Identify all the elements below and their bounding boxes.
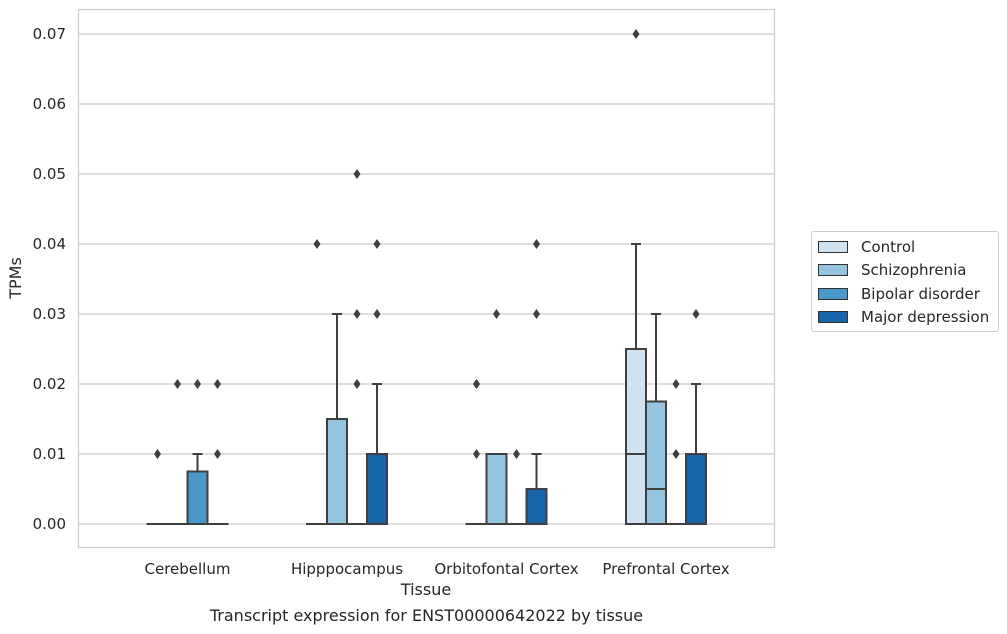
legend-swatch [818, 264, 848, 277]
y-tick-label: 0.06 [33, 95, 66, 113]
legend-item: Control [812, 235, 998, 259]
outlier-marker [672, 449, 680, 459]
legend-item: Bipolar disorder [812, 282, 998, 306]
box-rect [685, 453, 707, 525]
outlier-marker [493, 309, 500, 319]
outlier-marker [154, 449, 161, 459]
legend-swatch [818, 240, 848, 253]
x-tick-label: Cerebellum [145, 560, 231, 578]
outlier-marker [174, 379, 181, 389]
outlier-marker [533, 239, 540, 249]
y-tick-label: 0.02 [33, 375, 66, 393]
outlier-marker [692, 309, 700, 319]
outlier-marker [214, 379, 221, 389]
box-major-depression [685, 383, 707, 525]
legend-label: Bipolar disorder [861, 284, 980, 303]
plot-area-frame [77, 8, 776, 549]
box-schizophrenia [645, 313, 667, 525]
legend-swatch [818, 311, 848, 324]
y-tick-label: 0.04 [33, 235, 66, 253]
outlier-marker [632, 29, 640, 39]
box-major-depression [366, 383, 388, 525]
outlier-marker [313, 239, 321, 249]
x-tick-label: Hipppocampus [291, 560, 403, 578]
box-rect [645, 400, 667, 525]
box-rect [186, 470, 209, 525]
legend-swatch [818, 287, 848, 300]
box-series [146, 243, 707, 526]
legend: Control Schizophrenia Bipolar disorder Majo… [811, 231, 999, 332]
outlier-marker [214, 449, 221, 459]
outlier-marker [353, 309, 361, 319]
outlier-marker [672, 379, 680, 389]
outlier-marker [373, 309, 381, 319]
box-schizophrenia [326, 313, 348, 525]
y-axis-title: TPMs [6, 257, 25, 300]
outlier-marker [373, 239, 381, 249]
box-rect [366, 453, 388, 525]
y-tick-label: 0.07 [33, 25, 66, 43]
legend-item: Major depression [812, 306, 998, 330]
box-rect [485, 453, 508, 525]
box-rect [525, 488, 548, 525]
box-bipolar-disorder [186, 453, 209, 525]
outlier-marker [473, 449, 480, 459]
y-tick-label: 0.01 [33, 445, 66, 463]
outlier-marker [353, 379, 361, 389]
y-tick-label: 0.05 [33, 165, 66, 183]
y-tick-labels: 0.00 0.01 0.02 0.03 0.04 0.05 0.06 0.07 [33, 25, 66, 533]
legend-item: Schizophrenia [812, 259, 998, 283]
outlier-marker [513, 449, 520, 459]
y-tick-label: 0.00 [33, 515, 66, 533]
x-tick-label: Prefrontal Cortex [602, 560, 729, 578]
y-tick-label: 0.03 [33, 305, 66, 323]
outlier-marker [473, 379, 480, 389]
legend-label: Schizophrenia [861, 261, 967, 280]
x-tick-labels: Cerebellum Hipppocampus Orbitofontal Corte… [145, 560, 730, 578]
x-tick-label: Orbitofontal Cortex [434, 560, 578, 578]
outlier-marker [194, 379, 201, 389]
box-control [625, 243, 647, 525]
box-major-depression [525, 453, 548, 525]
legend-label: Major depression [861, 308, 990, 327]
chart-caption: Transcript expression for ENST0000064202… [209, 606, 644, 625]
box-rect [326, 418, 348, 525]
x-axis-title: Tissue [400, 580, 451, 599]
outlier-marker [533, 309, 540, 319]
box-rect [625, 348, 647, 525]
y-grid-lines [78, 33, 775, 525]
legend-label: Control [861, 237, 916, 256]
outlier-points [154, 29, 700, 459]
box-schizophrenia [485, 453, 508, 525]
outlier-marker [353, 169, 361, 179]
